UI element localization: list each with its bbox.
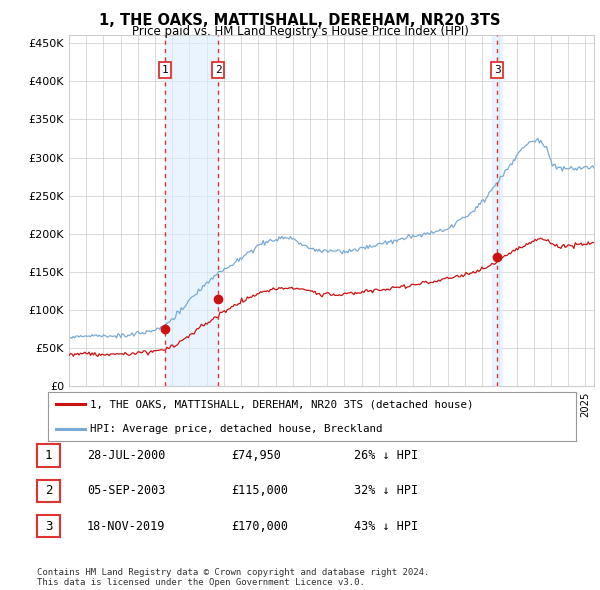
Text: 32% ↓ HPI: 32% ↓ HPI	[354, 484, 418, 497]
Text: 43% ↓ HPI: 43% ↓ HPI	[354, 520, 418, 533]
Text: Contains HM Land Registry data © Crown copyright and database right 2024.
This d: Contains HM Land Registry data © Crown c…	[37, 568, 430, 587]
Text: 3: 3	[494, 65, 500, 75]
Text: 18-NOV-2019: 18-NOV-2019	[87, 520, 166, 533]
Bar	[165, 35, 218, 386]
Text: 1, THE OAKS, MATTISHALL, DEREHAM, NR20 3TS: 1, THE OAKS, MATTISHALL, DEREHAM, NR20 3…	[99, 13, 501, 28]
Text: Price paid vs. HM Land Registry's House Price Index (HPI): Price paid vs. HM Land Registry's House …	[131, 25, 469, 38]
Text: £74,950: £74,950	[231, 449, 281, 462]
Text: 1: 1	[45, 449, 52, 462]
Text: 3: 3	[45, 520, 52, 533]
Text: 1: 1	[161, 65, 169, 75]
Text: 05-SEP-2003: 05-SEP-2003	[87, 484, 166, 497]
Text: 2: 2	[215, 65, 221, 75]
Text: 26% ↓ HPI: 26% ↓ HPI	[354, 449, 418, 462]
Bar	[492, 35, 502, 386]
Text: 28-JUL-2000: 28-JUL-2000	[87, 449, 166, 462]
Text: 1, THE OAKS, MATTISHALL, DEREHAM, NR20 3TS (detached house): 1, THE OAKS, MATTISHALL, DEREHAM, NR20 3…	[90, 399, 474, 409]
Text: £115,000: £115,000	[231, 484, 288, 497]
Text: 2: 2	[45, 484, 52, 497]
Text: £170,000: £170,000	[231, 520, 288, 533]
Text: HPI: Average price, detached house, Breckland: HPI: Average price, detached house, Brec…	[90, 424, 383, 434]
